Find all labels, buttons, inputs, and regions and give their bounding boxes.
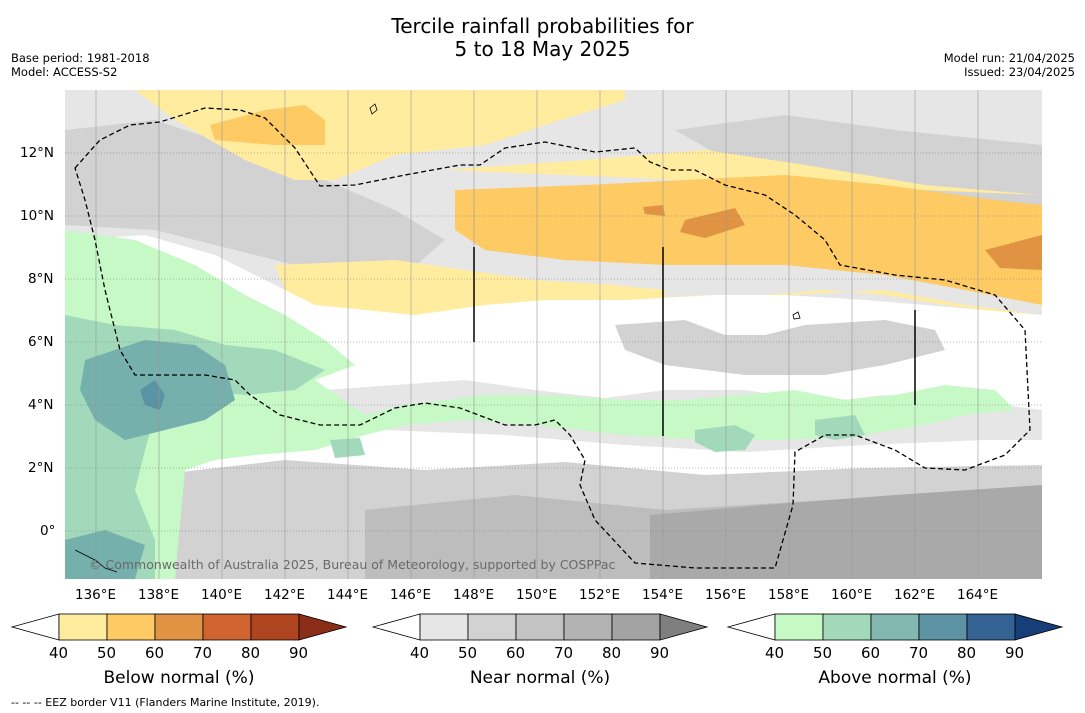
lon-label-152e: 152°E (579, 587, 621, 603)
issued-date: Issued: 23/04/2025 (964, 65, 1075, 79)
colorbar-near-normal (371, 613, 709, 641)
lon-label-160e: 160°E (831, 587, 873, 603)
near-normal-mid-patches (615, 320, 945, 375)
probability-map (65, 90, 1042, 579)
below-normal-zone-dark-orange-3 (643, 205, 665, 216)
lat-label-6n: 6°N (28, 334, 54, 350)
lat-label-4n: 4°N (28, 397, 54, 413)
lon-label-156e: 156°E (705, 587, 747, 603)
colorbar-above-label: Above normal (%) (818, 668, 972, 688)
base-period: Base period: 1981-2018 (11, 51, 150, 65)
lat-label-12n: 12°N (20, 145, 55, 161)
cb-near-tick: 50 (458, 644, 478, 662)
lon-label-138e: 138°E (138, 587, 180, 603)
copyright-text: © Commonwealth of Australia 2025, Bureau… (89, 557, 616, 572)
below-normal-zone-dark-orange-2 (985, 235, 1042, 270)
colorbar-below-normal (10, 613, 348, 641)
above-normal-zone-50-east2 (815, 415, 865, 440)
lon-label-158e: 158°E (768, 587, 810, 603)
cb-above-tick: 80 (957, 644, 977, 662)
above-normal-zone-50-mid (330, 438, 365, 458)
model-name: Model: ACCESS-S2 (11, 65, 118, 79)
lat-label-0: 0° (40, 523, 56, 539)
lat-label-10n: 10°N (20, 208, 55, 224)
cb-above-tick: 40 (765, 644, 785, 662)
colorbars (10, 613, 1064, 641)
islands (74, 103, 801, 573)
lon-label-140e: 140°E (201, 587, 243, 603)
cb-below-tick: 50 (97, 644, 117, 662)
cb-near-tick: 70 (554, 644, 574, 662)
lon-label-162e: 162°E (894, 587, 936, 603)
colorbar-near-label: Near normal (%) (469, 668, 611, 688)
no-dominant-band-2 (135, 430, 1042, 475)
above-normal-zone-50-east (695, 425, 755, 452)
lon-label-154e: 154°E (642, 587, 684, 603)
near-normal-zone-ne (675, 115, 1042, 220)
cb-above-tick: 60 (861, 644, 881, 662)
below-normal-zone-orange-central (455, 175, 1042, 305)
map-title-line2: 5 to 18 May 2025 (454, 37, 631, 61)
cb-above-tick: 90 (1005, 644, 1025, 662)
lon-label-148e: 148°E (453, 587, 495, 603)
near-normal-zone-south-3 (650, 485, 1042, 579)
lon-label-146e: 146°E (390, 587, 432, 603)
cb-below-tick: 90 (289, 644, 309, 662)
eez-border (74, 107, 1031, 569)
lat-label-2n: 2°N (28, 460, 54, 476)
lon-label-136e: 136°E (75, 587, 117, 603)
cb-near-tick: 90 (650, 644, 670, 662)
eez-footnote: -- -- -- EEZ border V11 (Flanders Marine… (11, 696, 320, 709)
cb-near-tick: 60 (506, 644, 526, 662)
cb-below-tick: 80 (241, 644, 261, 662)
cb-above-tick: 70 (909, 644, 929, 662)
below-normal-zone-strip (275, 260, 665, 310)
colorbar-above-normal (726, 613, 1064, 641)
above-normal-zone-west (65, 230, 1015, 579)
lat-label-8n: 8°N (28, 271, 54, 287)
map-title-line1: Tercile rainfall probabilities for (391, 14, 694, 38)
cb-below-tick: 60 (145, 644, 165, 662)
lon-label-164e: 164°E (957, 587, 999, 603)
cb-below-tick: 40 (49, 644, 69, 662)
above-normal-zone-60-sw (65, 530, 145, 579)
below-normal-zone-dark-orange-1 (680, 208, 745, 238)
cb-near-tick: 80 (602, 644, 622, 662)
map-panel: © Commonwealth of Australia 2025, Bureau… (65, 90, 1042, 579)
cb-above-tick: 50 (813, 644, 833, 662)
near-normal-zone-north (65, 120, 445, 275)
cb-near-tick: 40 (410, 644, 430, 662)
below-normal-zone-orange-nw (210, 105, 325, 145)
lon-label-144e: 144°E (327, 587, 369, 603)
lon-label-142e: 142°E (264, 587, 306, 603)
info-left: Base period: 1981-2018 Model: ACCESS-S2 (11, 51, 150, 79)
lon-label-150e: 150°E (516, 587, 558, 603)
map-title: Tercile rainfall probabilities for 5 to … (0, 15, 1085, 61)
colorbar-below-label: Below normal (%) (103, 668, 255, 688)
model-run: Model run: 21/04/2025 (943, 51, 1075, 65)
info-right: Model run: 21/04/2025 Issued: 23/04/2025 (944, 51, 1075, 79)
cb-below-tick: 70 (193, 644, 213, 662)
